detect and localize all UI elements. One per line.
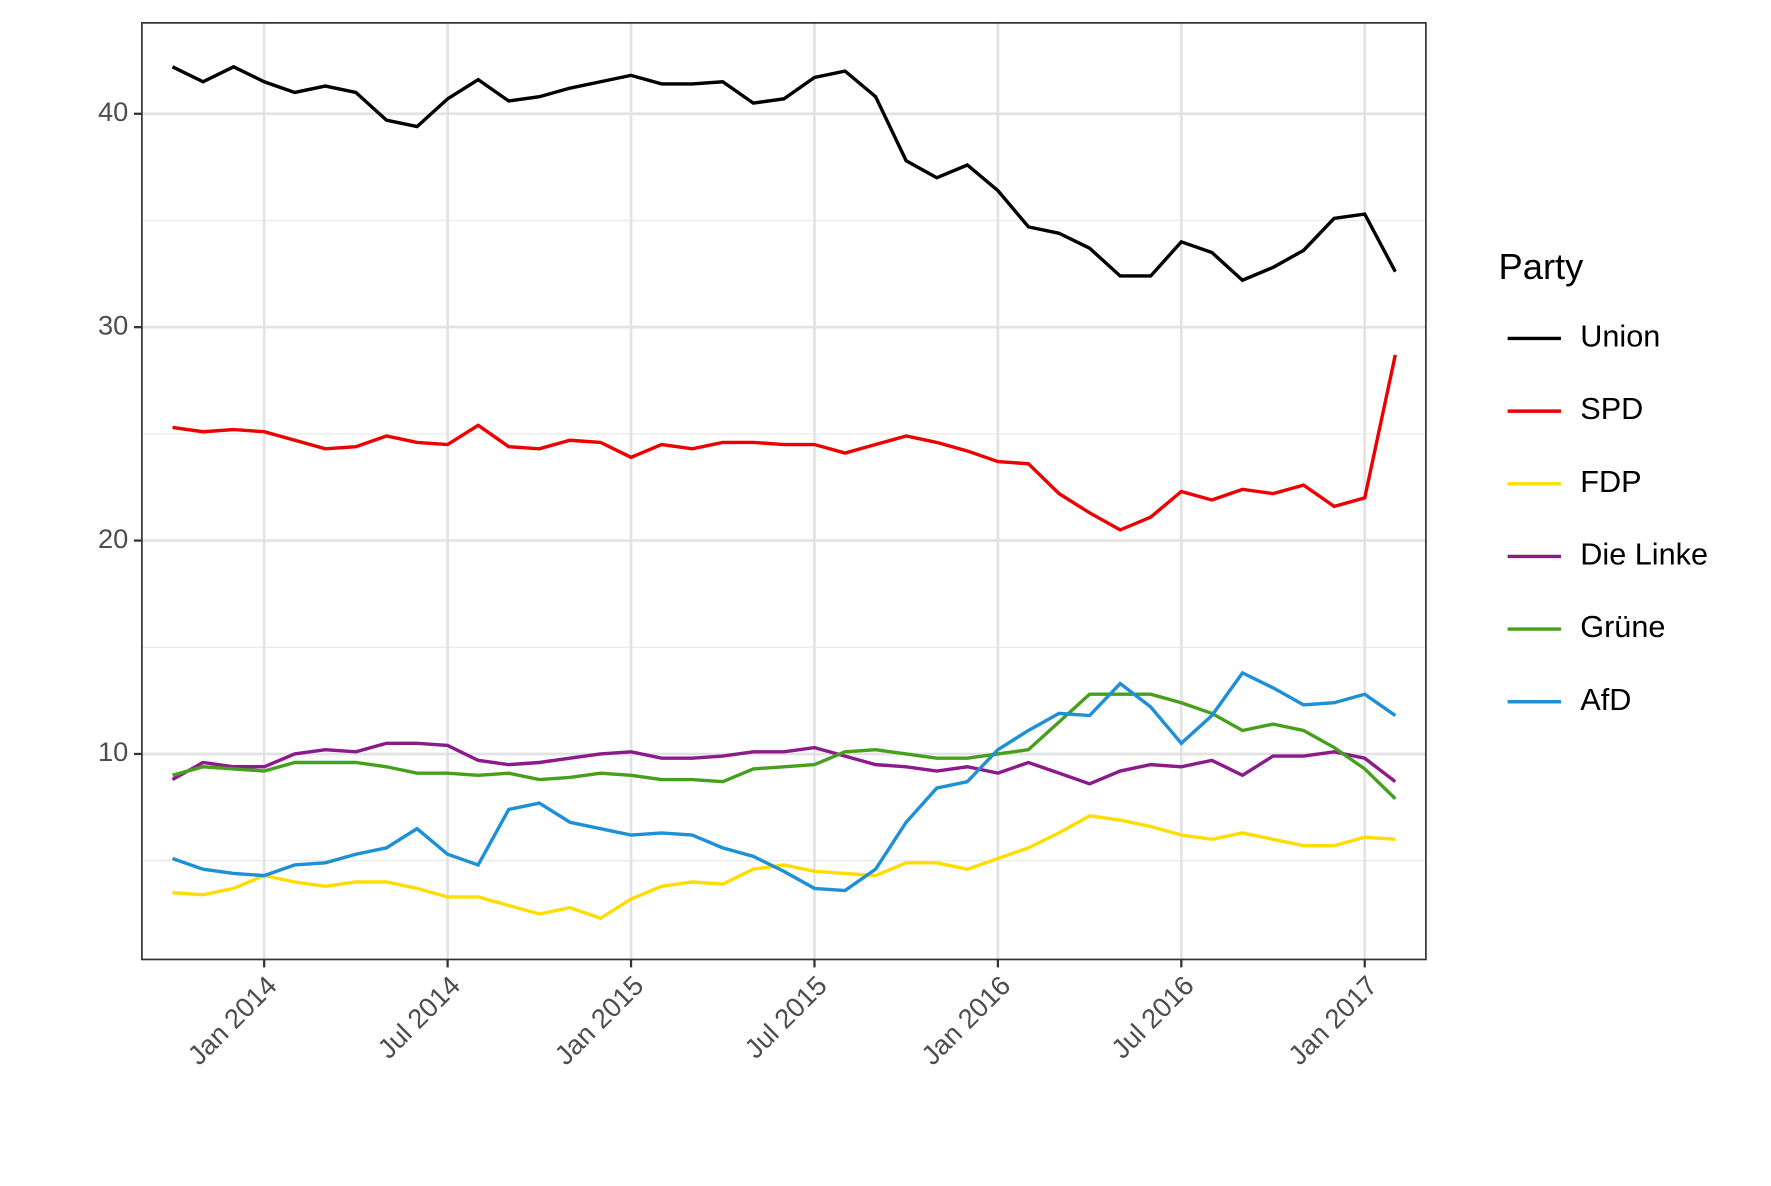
plot-border (141, 22, 1427, 961)
series-line (172, 814, 1396, 921)
legend-label: AfD (1580, 683, 1631, 717)
legend-label: Grüne (1580, 610, 1665, 644)
series-line (172, 692, 1397, 800)
legend-label: SPD (1580, 392, 1643, 426)
y-tick-label: 20 (98, 523, 128, 554)
y-tick-label: 40 (98, 96, 128, 127)
legend-title: Party (1499, 246, 1585, 287)
legend-label: Union (1580, 320, 1660, 354)
series-line (171, 670, 1397, 893)
series-line (171, 741, 1397, 786)
legend-label: Die Linke (1580, 538, 1708, 572)
y-tick-label: 30 (98, 309, 128, 340)
legend-label: FDP (1580, 465, 1641, 499)
y-tick-label: 10 (98, 736, 128, 767)
series-line (172, 354, 1397, 532)
series-line (171, 64, 1397, 283)
